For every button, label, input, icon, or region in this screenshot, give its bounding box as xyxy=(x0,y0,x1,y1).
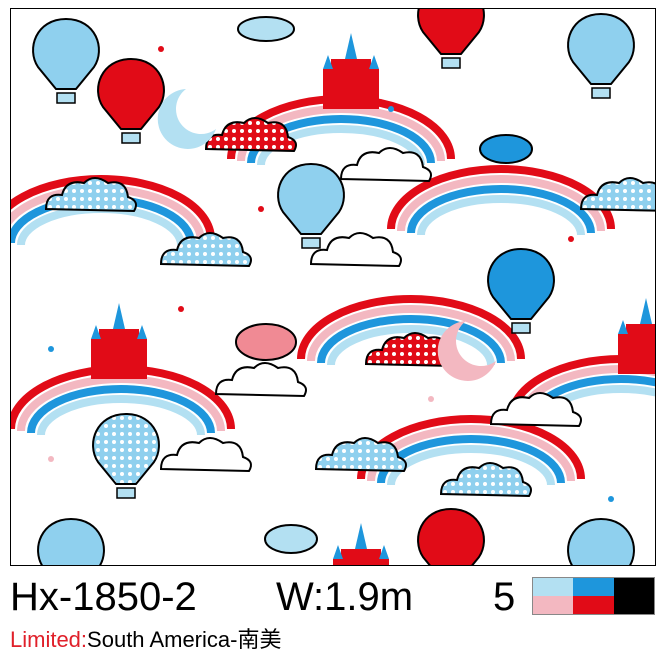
swatch-light-blue xyxy=(533,578,574,596)
unicorn-motifs xyxy=(235,16,533,554)
swatch-pink xyxy=(533,596,574,614)
limited-label: Limited: xyxy=(10,627,88,652)
product-code: Hx-1850-2 xyxy=(10,575,197,619)
color-count: 5 xyxy=(493,575,516,619)
limited-value: South America-南美 xyxy=(87,627,282,652)
color-swatches xyxy=(532,577,655,615)
star-motifs xyxy=(48,46,614,502)
moon-motifs xyxy=(157,89,496,381)
pattern-artwork xyxy=(11,9,655,565)
swatch-red xyxy=(573,596,614,614)
swatch-black xyxy=(613,578,654,614)
limited-region: Limited:South America-南美 xyxy=(10,626,281,654)
fabric-width: W:1.9m xyxy=(276,575,414,619)
fabric-pattern-image xyxy=(10,8,656,566)
swatch-blue xyxy=(573,578,614,596)
